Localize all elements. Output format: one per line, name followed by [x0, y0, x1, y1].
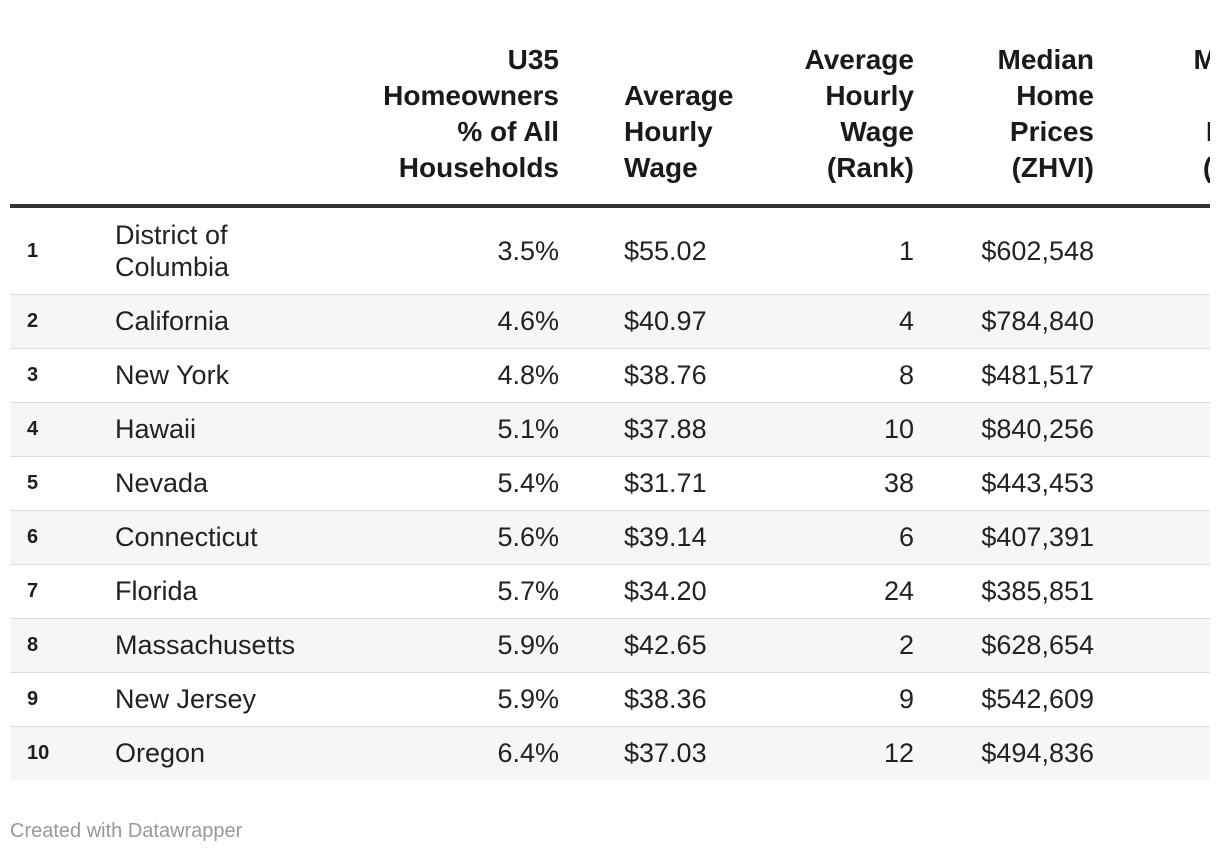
cell-median-home-price: $840,256 — [914, 402, 1094, 457]
header-u35-homeowners: U35 Homeowners % of All Households — [330, 0, 559, 208]
cell-median-home-price: $385,851 — [914, 564, 1094, 619]
cell-u35-pct: 3.5% — [330, 206, 559, 295]
cell-wage-rank: 6 — [624, 510, 914, 565]
header-median-home-prices: Median Home Prices (ZHVI) — [914, 0, 1094, 208]
cell-average-hourly-wage: $38.36 — [559, 672, 707, 727]
cell-state: New York — [115, 348, 330, 403]
cell-rank: 10 — [10, 726, 115, 780]
table-row: 9 New Jersey 5.9% $38.36 9 $542,609 — [10, 672, 1210, 727]
cell-state: Massachusetts — [115, 618, 330, 673]
cell-average-hourly-wage: $34.20 — [559, 564, 707, 619]
cell-wage-rank: 8 — [624, 348, 914, 403]
cell-wage-rank: 9 — [624, 672, 914, 727]
cell-median-home-price: $628,654 — [914, 618, 1094, 673]
cell-state: Connecticut — [115, 510, 330, 565]
table-row: 7 Florida 5.7% $34.20 24 $385,851 — [10, 564, 1210, 619]
cell-wage-rank: 2 — [624, 618, 914, 673]
table-row: 1 District of Columbia 3.5% $55.02 1 $602,548 — [10, 206, 1210, 295]
cell-u35-pct: 4.6% — [330, 294, 559, 349]
cell-rank: 6 — [10, 510, 115, 565]
cell-state: Nevada — [115, 456, 330, 511]
header-average-hourly-wage: Average Hourly Wage — [559, 0, 733, 208]
cell-home-price-rank — [1094, 672, 1210, 727]
table-row: 6 Connecticut 5.6% $39.14 6 $407,391 — [10, 510, 1210, 565]
cell-median-home-price: $407,391 — [914, 510, 1094, 565]
cell-u35-pct: 5.1% — [330, 402, 559, 457]
cell-median-home-price: $481,517 — [914, 348, 1094, 403]
cell-average-hourly-wage: $37.88 — [559, 402, 707, 457]
cell-average-hourly-wage: $55.02 — [559, 206, 707, 295]
cell-u35-pct: 5.9% — [330, 618, 559, 673]
cell-rank: 7 — [10, 564, 115, 619]
cell-state: Florida — [115, 564, 330, 619]
cell-wage-rank: 38 — [624, 456, 914, 511]
cell-average-hourly-wage: $42.65 — [559, 618, 707, 673]
cell-home-price-rank — [1094, 402, 1210, 457]
cell-u35-pct: 6.4% — [330, 726, 559, 780]
cell-u35-pct: 5.9% — [330, 672, 559, 727]
cell-wage-rank: 24 — [624, 564, 914, 619]
cell-u35-pct: 5.6% — [330, 510, 559, 565]
cell-state: Hawaii — [115, 402, 330, 457]
cell-average-hourly-wage: $37.03 — [559, 726, 707, 780]
cell-rank: 8 — [10, 618, 115, 673]
cell-home-price-rank — [1094, 618, 1210, 673]
header-rank — [10, 0, 115, 208]
cell-average-hourly-wage: $31.71 — [559, 456, 707, 511]
cell-rank: 1 — [10, 206, 115, 295]
cell-state: California — [115, 294, 330, 349]
cell-median-home-price: $602,548 — [914, 206, 1094, 295]
table-row: 5 Nevada 5.4% $31.71 38 $443,453 — [10, 456, 1210, 511]
table-row: 10 Oregon 6.4% $37.03 12 $494,836 — [10, 726, 1210, 780]
cell-wage-rank: 10 — [624, 402, 914, 457]
header-average-hourly-wage-label: Average Hourly Wage — [624, 80, 734, 183]
cell-rank: 4 — [10, 402, 115, 457]
cell-home-price-rank — [1094, 206, 1210, 295]
table-header-row: U35 Homeowners % of All Households Avera… — [10, 0, 1210, 208]
table-row: 3 New York 4.8% $38.76 8 $481,517 — [10, 348, 1210, 403]
cell-median-home-price: $542,609 — [914, 672, 1094, 727]
data-table-container: U35 Homeowners % of All Households Avera… — [10, 0, 1210, 780]
cell-median-home-price: $784,840 — [914, 294, 1094, 349]
cell-wage-rank: 4 — [624, 294, 914, 349]
cell-home-price-rank — [1094, 726, 1210, 780]
cell-u35-pct: 4.8% — [330, 348, 559, 403]
cell-u35-pct: 5.4% — [330, 456, 559, 511]
cell-rank: 5 — [10, 456, 115, 511]
header-wage-rank: Average Hourly Wage (Rank) — [624, 0, 914, 208]
cell-average-hourly-wage: $38.76 — [559, 348, 707, 403]
header-state — [115, 0, 330, 208]
cell-home-price-rank — [1094, 348, 1210, 403]
cell-average-hourly-wage: $39.14 — [559, 510, 707, 565]
cell-rank: 2 — [10, 294, 115, 349]
datawrapper-credit: Created with Datawrapper — [10, 820, 243, 842]
table-row: 2 California 4.6% $40.97 4 $784,840 — [10, 294, 1210, 349]
cell-wage-rank: 1 — [624, 206, 914, 295]
cell-u35-pct: 5.7% — [330, 564, 559, 619]
cell-median-home-price: $443,453 — [914, 456, 1094, 511]
table-body: 1 District of Columbia 3.5% $55.02 1 $602,548… — [10, 206, 1210, 780]
cell-state: Oregon — [115, 726, 330, 780]
table-row: 8 Massachusetts 5.9% $42.65 2 $628,654 — [10, 618, 1210, 673]
cell-rank: 3 — [10, 348, 115, 403]
cell-home-price-rank — [1094, 294, 1210, 349]
header-home-price-rank: Median Home Prices (Rank) — [1094, 0, 1210, 208]
cell-state: District of Columbia — [115, 206, 330, 295]
cell-wage-rank: 12 — [624, 726, 914, 780]
cell-home-price-rank — [1094, 564, 1210, 619]
cell-rank: 9 — [10, 672, 115, 727]
cell-home-price-rank — [1094, 456, 1210, 511]
data-table: U35 Homeowners % of All Households Avera… — [10, 0, 1210, 780]
table-row: 4 Hawaii 5.1% $37.88 10 $840,256 — [10, 402, 1210, 457]
cell-median-home-price: $494,836 — [914, 726, 1094, 780]
cell-average-hourly-wage: $40.97 — [559, 294, 707, 349]
cell-state: New Jersey — [115, 672, 330, 727]
cell-home-price-rank — [1094, 510, 1210, 565]
